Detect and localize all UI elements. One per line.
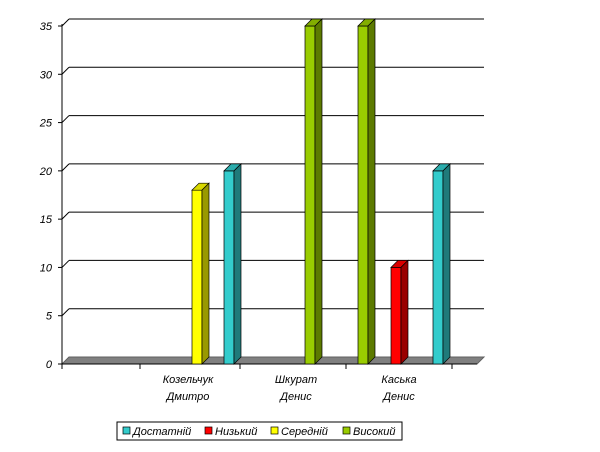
bar-front <box>304 25 316 365</box>
gridline-connector <box>61 18 70 27</box>
bar <box>223 163 242 365</box>
y-tick-label: 35 <box>40 21 53 33</box>
bar-side <box>367 18 376 365</box>
legend-label: Достатній <box>131 426 191 438</box>
legend-swatch <box>122 426 131 435</box>
y-tick-label: 10 <box>40 262 53 274</box>
floor-plane <box>60 356 486 365</box>
y-tick-label: 5 <box>46 311 53 323</box>
y-tick-label: 15 <box>40 214 53 226</box>
bars <box>191 18 451 365</box>
category-label: Денис <box>381 391 415 403</box>
category-label: Шкурат <box>275 374 317 386</box>
chart-floor <box>60 356 486 365</box>
bar-front <box>191 189 203 365</box>
bar-front <box>223 170 235 365</box>
legend-box <box>116 421 403 441</box>
legend-swatch <box>342 426 351 435</box>
gridline-connector <box>61 163 70 172</box>
bar-side <box>400 259 409 365</box>
gridline-connector <box>61 115 70 123</box>
bar <box>390 259 409 365</box>
category-label: Дмитро <box>165 391 210 403</box>
bar-front <box>432 170 444 365</box>
gridlines <box>61 18 484 317</box>
bar-front <box>357 25 369 365</box>
legend: Достатній Низький Середній Високий <box>116 421 403 441</box>
category-label: Козельчук <box>163 374 214 386</box>
bar-front <box>390 267 402 365</box>
bar-side <box>201 182 210 365</box>
y-tick-label: 25 <box>39 118 53 130</box>
bar <box>432 163 451 365</box>
y-tick-label: 30 <box>40 69 53 81</box>
legend-label: Низький <box>215 426 257 438</box>
bar-side <box>233 163 242 365</box>
gridline-connector <box>61 308 70 317</box>
category-label: Каська <box>381 374 416 386</box>
legend-swatch <box>204 426 213 435</box>
y-tick-label: 0 <box>46 359 53 371</box>
legend-label: Середній <box>281 426 328 438</box>
legend-swatch <box>270 426 279 435</box>
gridline-connector <box>61 66 70 75</box>
bar <box>304 18 323 365</box>
bar-side <box>314 18 323 365</box>
bar <box>191 182 210 365</box>
category-label: Денис <box>278 391 312 403</box>
legend-label: Високий <box>353 426 396 438</box>
gridline-connector <box>61 211 70 220</box>
axes: 0 5 10 15 20 25 30 35 Козельчук Дмитро Шкурат Денис… <box>39 21 477 403</box>
bar <box>357 18 376 365</box>
bar-side <box>442 163 451 365</box>
y-tick-label: 20 <box>39 166 53 178</box>
gridline-connector <box>61 260 70 268</box>
